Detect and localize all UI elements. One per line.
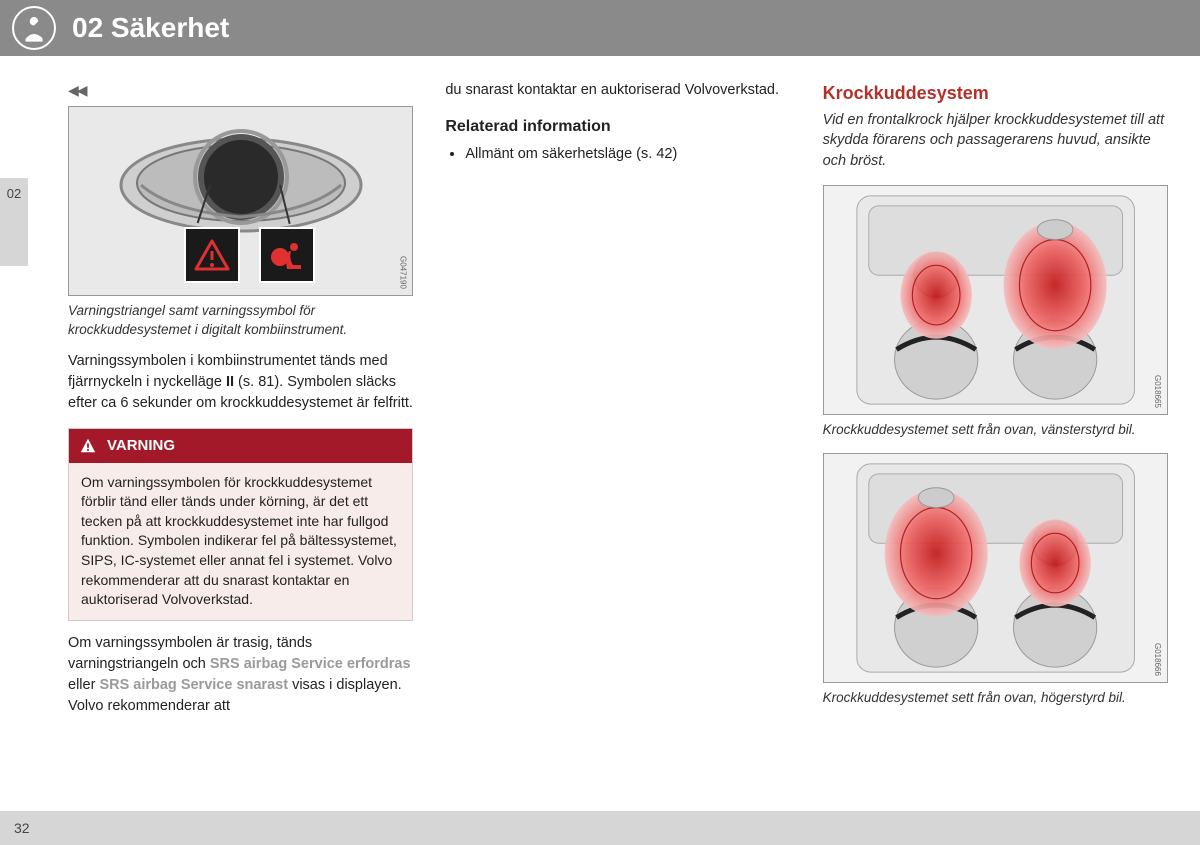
warning-symbol-paragraph: Varningssymbolen i kombiinstrumentet tän… (68, 351, 413, 414)
srs-text-1: SRS airbag Service erfordras (210, 656, 411, 672)
instrument-cluster-illustration (111, 125, 371, 235)
column-2: du snarast kontaktar en auktoriserad Vol… (445, 80, 790, 717)
column-3: Krockkuddesystem Vid en frontalkrock hjä… (823, 80, 1168, 717)
airbag-system-heading: Krockkuddesystem (823, 80, 1168, 106)
srs-paragraph: Om varningssymbolen är trasig, tänds var… (68, 633, 413, 717)
continuation-marker: ◀◀ (68, 80, 413, 100)
figure-airbag-rhd: G018666 (823, 453, 1168, 683)
related-info-list: Allmänt om säkerhetsläge (s. 42) (465, 144, 790, 165)
figure-caption-lhd: Krockkuddesystemet sett från ovan, vänst… (823, 421, 1168, 439)
airbag-warning-icon (259, 227, 315, 283)
figure-caption-1: Varningstriangel samt varningssymbol för… (68, 302, 413, 338)
column-1: ◀◀ (68, 80, 413, 717)
warning-body-text: Om varningssymbolen för krockkuddesystem… (69, 463, 412, 620)
figure-airbag-lhd: G018665 (823, 185, 1168, 415)
srs-text-2: SRS airbag Service snarast (99, 677, 288, 693)
page-content: ◀◀ (28, 56, 1200, 845)
airbag-lhd-illustration (824, 186, 1167, 414)
continuation-paragraph: du snarast kontaktar en auktoriserad Vol… (445, 80, 790, 101)
warning-icon (79, 437, 97, 455)
warning-triangle-icon (184, 227, 240, 283)
warning-header: VARNING (69, 429, 412, 463)
warning-callout: VARNING Om varningssymbolen för krockkud… (68, 428, 413, 621)
figure-caption-rhd: Krockkuddesystemet sett från ovan, höger… (823, 689, 1168, 707)
seatbelt-off-icon (12, 6, 56, 50)
related-info-heading: Relaterad information (445, 115, 790, 138)
figure-dashboard-warning: G047190 (68, 106, 413, 296)
chapter-header: 02 Säkerhet (0, 0, 1200, 56)
figure-code: G047190 (397, 256, 409, 289)
warning-title: VARNING (107, 435, 175, 457)
related-info-item: Allmänt om säkerhetsläge (s. 42) (465, 144, 790, 165)
airbag-intro: Vid en frontalkrock hjälper krockkuddesy… (823, 110, 1168, 171)
chapter-title: 02 Säkerhet (72, 12, 229, 44)
chapter-number: 02 (7, 186, 21, 201)
page-number: 32 (14, 820, 30, 836)
airbag-rhd-illustration (824, 454, 1167, 682)
chapter-side-tab: 02 (0, 178, 28, 266)
page-footer: 32 (0, 811, 1200, 845)
figure-code: G018665 (1151, 375, 1163, 408)
figure-code: G018666 (1151, 643, 1163, 676)
